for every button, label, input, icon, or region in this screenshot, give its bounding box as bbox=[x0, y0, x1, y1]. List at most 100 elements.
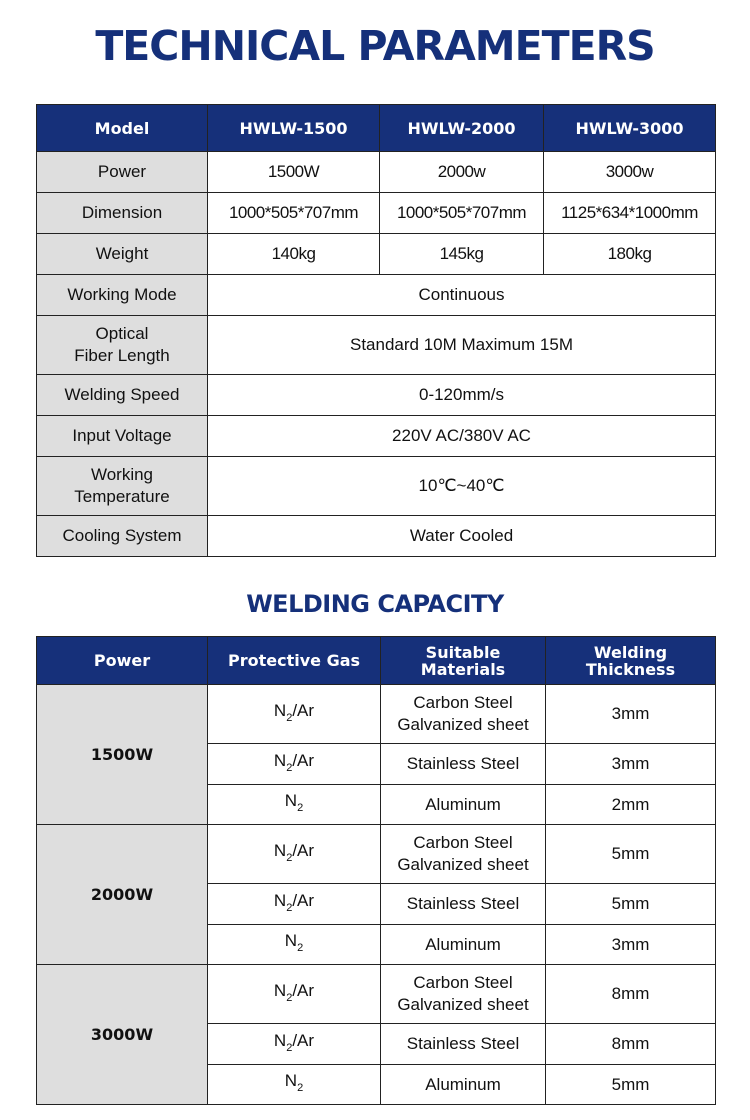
table-cell: 1500W bbox=[207, 151, 380, 193]
table-cell: 10℃~40℃ bbox=[207, 456, 716, 516]
table-cell: 220V AC/380V AC bbox=[207, 415, 716, 457]
row-label: Working Temperature bbox=[36, 456, 208, 516]
page-title: TECHNICAL PARAMETERS bbox=[95, 22, 655, 70]
table-cell: 140kg bbox=[207, 233, 380, 275]
row-label: Input Voltage bbox=[36, 415, 208, 457]
gas-subscript: 2 bbox=[297, 942, 304, 954]
table-row: N2/Ar Stainless Steel 8mm bbox=[37, 1023, 716, 1065]
thickness-cell: 5mm bbox=[545, 1064, 716, 1105]
material-cell: Aluminum bbox=[380, 1064, 546, 1105]
protective-gas-cell: N2/Ar bbox=[207, 964, 381, 1024]
table-row: 1500W N2/Ar Carbon Steel Galvanized sheet 3… bbox=[36, 684, 716, 825]
thickness-cell: 5mm bbox=[545, 883, 716, 925]
thickness-cell: 8mm bbox=[545, 964, 716, 1024]
table-cell: 1000*505*707mm bbox=[207, 192, 380, 234]
table-row: 3000W N2/Ar Carbon Steel Galvanized sheet 8… bbox=[36, 964, 716, 1105]
table-row: N2/Ar Stainless Steel 5mm bbox=[37, 883, 716, 925]
protective-gas-cell: N2 bbox=[207, 924, 381, 965]
gas-base: N bbox=[273, 700, 287, 720]
thickness-cell: 8mm bbox=[545, 1023, 716, 1065]
row-label: Working Mode bbox=[36, 274, 208, 316]
thickness-cell: 5mm bbox=[545, 824, 716, 884]
row-label: Optical Fiber Length bbox=[36, 315, 208, 375]
protective-gas-cell: N2 bbox=[207, 784, 381, 825]
table-row: 2000W N2/Ar Carbon Steel Galvanized sheet 5… bbox=[36, 824, 716, 965]
gas-subscript: 2 bbox=[286, 851, 293, 864]
power-cell: 2000W bbox=[36, 824, 208, 965]
column-header: Welding Thickness bbox=[545, 636, 716, 685]
table-cell: Standard 10M Maximum 15M bbox=[207, 315, 716, 375]
table-row: Dimension 1000*505*707mm 1000*505*707mm 112… bbox=[36, 192, 716, 234]
table-cell: Water Cooled bbox=[207, 515, 716, 557]
table-row: Power 1500W 2000w 3000w bbox=[36, 151, 716, 193]
thickness-cell: 3mm bbox=[545, 743, 716, 785]
material-cell: Carbon Steel Galvanized sheet bbox=[380, 684, 546, 744]
technical-parameters-table: Model HWLW-1500 HWLW-2000 HWLW-3000 Power 15… bbox=[36, 104, 716, 557]
protective-gas-cell: N2/Ar bbox=[207, 824, 381, 884]
material-cell: Aluminum bbox=[380, 784, 546, 825]
gas-base: N bbox=[284, 791, 298, 810]
table-row: N2 Aluminum 3mm bbox=[37, 924, 716, 965]
gas-rest: /Ar bbox=[292, 1030, 315, 1050]
column-header: HWLW-1500 bbox=[207, 104, 380, 152]
table-cell: 3000w bbox=[543, 151, 716, 193]
column-header: Suitable Materials bbox=[380, 636, 546, 685]
table-row: Input Voltage 220V AC/380V AC bbox=[36, 415, 716, 457]
protective-gas-cell: N2/Ar bbox=[207, 684, 381, 744]
gas-subscript: 2 bbox=[286, 711, 293, 724]
thickness-cell: 3mm bbox=[545, 684, 716, 744]
gas-subscript: 2 bbox=[286, 761, 293, 774]
gas-subscript: 2 bbox=[286, 901, 293, 914]
table-row: Weight 140kg 145kg 180kg bbox=[36, 233, 716, 275]
table-cell: 145kg bbox=[379, 233, 544, 275]
gas-subscript: 2 bbox=[297, 1082, 304, 1094]
column-header: Power bbox=[36, 636, 208, 685]
gas-base: N bbox=[273, 1030, 287, 1050]
gas-rest: /Ar bbox=[292, 980, 315, 1000]
protective-gas-cell: N2 bbox=[207, 1064, 381, 1105]
gas-subscript: 2 bbox=[286, 991, 293, 1004]
thickness-cell: 3mm bbox=[545, 924, 716, 965]
gas-rest: /Ar bbox=[292, 840, 315, 860]
gas-base: N bbox=[273, 750, 287, 770]
gas-base: N bbox=[284, 1071, 298, 1090]
row-label: Cooling System bbox=[36, 515, 208, 557]
row-label: Welding Speed bbox=[36, 374, 208, 416]
table-row: Working Mode Continuous bbox=[36, 274, 716, 316]
column-header: HWLW-3000 bbox=[543, 104, 716, 152]
welding-capacity-table: Power Protective Gas Suitable Materials Wel… bbox=[36, 636, 716, 1105]
material-cell: Carbon Steel Galvanized sheet bbox=[380, 824, 546, 884]
gas-base: N bbox=[273, 980, 287, 1000]
table-row: Optical Fiber Length Standard 10M Maximum… bbox=[36, 315, 716, 375]
gas-subscript: 2 bbox=[297, 802, 304, 814]
row-label: Power bbox=[36, 151, 208, 193]
column-header: Protective Gas bbox=[207, 636, 381, 685]
table-row: N2 Aluminum 5mm bbox=[37, 1064, 716, 1105]
material-cell: Stainless Steel bbox=[380, 1023, 546, 1065]
thickness-cell: 2mm bbox=[545, 784, 716, 825]
material-cell: Carbon Steel Galvanized sheet bbox=[380, 964, 546, 1024]
table-row: Working Temperature 10℃~40℃ bbox=[36, 456, 716, 516]
power-cell: 3000W bbox=[36, 964, 208, 1105]
protective-gas-cell: N2/Ar bbox=[207, 883, 381, 925]
row-label: Weight bbox=[36, 233, 208, 275]
power-cell: 1500W bbox=[36, 684, 208, 825]
table-row: Cooling System Water Cooled bbox=[36, 515, 716, 557]
table-cell: 1125*634*1000mm bbox=[543, 192, 716, 234]
gas-base: N bbox=[273, 890, 287, 910]
protective-gas-cell: N2/Ar bbox=[207, 743, 381, 785]
gas-rest: /Ar bbox=[292, 890, 315, 910]
table-cell: 180kg bbox=[543, 233, 716, 275]
gas-subscript: 2 bbox=[286, 1041, 293, 1054]
table-row: Welding Speed 0-120mm/s bbox=[36, 374, 716, 416]
material-cell: Aluminum bbox=[380, 924, 546, 965]
material-cell: Stainless Steel bbox=[380, 883, 546, 925]
gas-rest: /Ar bbox=[292, 700, 315, 720]
table-cell: 0-120mm/s bbox=[207, 374, 716, 416]
gas-base: N bbox=[284, 931, 298, 950]
table-cell: 2000w bbox=[379, 151, 544, 193]
gas-base: N bbox=[273, 840, 287, 860]
gas-rest: /Ar bbox=[292, 750, 315, 770]
section-title: WELDING CAPACITY bbox=[246, 590, 504, 618]
table-cell: 1000*505*707mm bbox=[379, 192, 544, 234]
